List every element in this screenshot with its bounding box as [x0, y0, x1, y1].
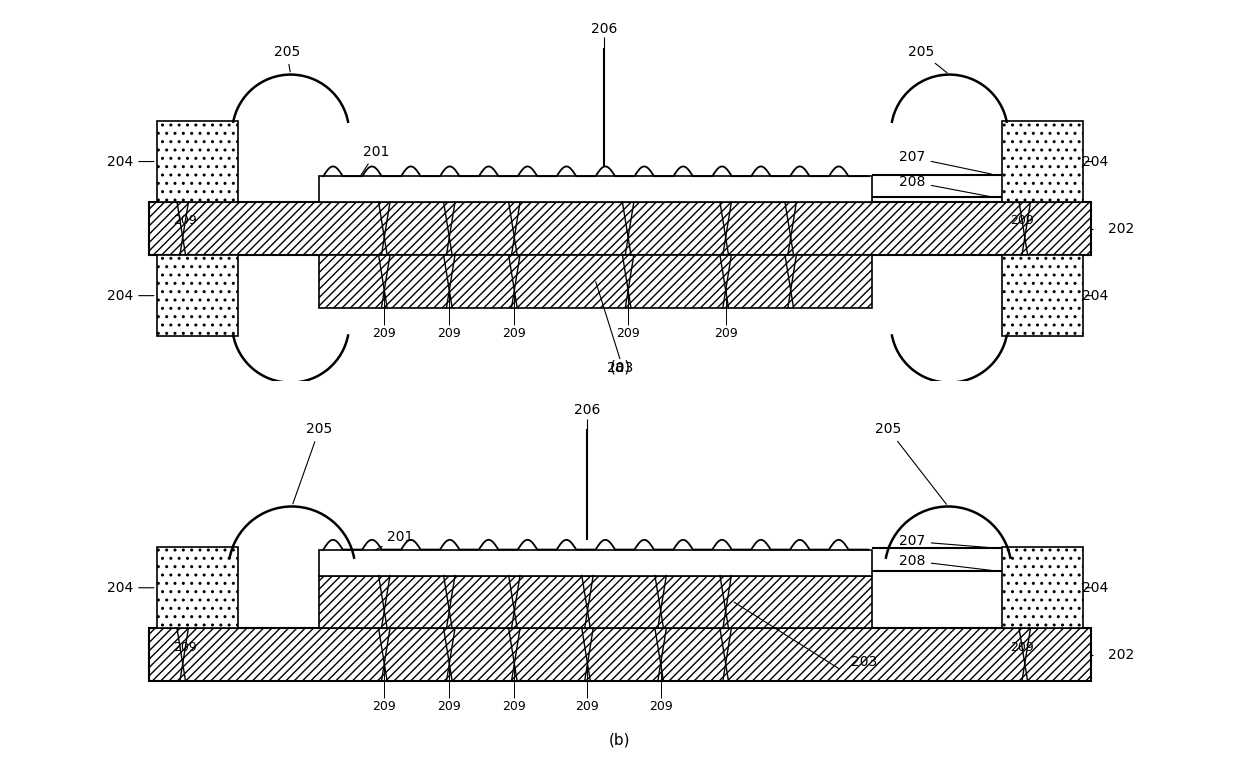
Text: 209: 209: [174, 641, 197, 654]
Text: 205: 205: [293, 422, 332, 504]
Text: 206: 206: [590, 21, 618, 36]
Bar: [1002, 547, 1084, 629]
Text: 208: 208: [899, 554, 991, 570]
Bar: [156, 547, 238, 629]
Text: 209: 209: [438, 700, 461, 713]
Text: 207: 207: [899, 150, 991, 174]
Text: 204: 204: [1083, 155, 1109, 168]
Text: 209: 209: [714, 327, 738, 340]
Text: 204: 204: [107, 155, 154, 168]
Text: 202: 202: [1107, 648, 1133, 662]
Text: 203: 203: [606, 360, 634, 375]
Bar: [149, 202, 1091, 255]
Text: (b): (b): [609, 733, 631, 748]
Bar: [149, 629, 1091, 681]
Text: 209: 209: [1011, 641, 1034, 654]
Text: 205: 205: [875, 422, 946, 504]
Text: 207: 207: [899, 534, 991, 549]
Text: 202: 202: [1107, 222, 1133, 235]
Text: 209: 209: [174, 213, 197, 226]
Bar: [1002, 255, 1084, 336]
Text: 203: 203: [851, 655, 877, 669]
Text: (a): (a): [609, 360, 631, 374]
Text: 204: 204: [1083, 289, 1109, 303]
Text: 209: 209: [372, 327, 396, 340]
Text: 209: 209: [1011, 213, 1034, 226]
Text: 201: 201: [355, 530, 414, 562]
Text: 209: 209: [616, 327, 640, 340]
Text: 204: 204: [1083, 581, 1109, 595]
Text: 205: 205: [908, 45, 947, 73]
Bar: [1002, 121, 1084, 202]
Text: 209: 209: [502, 700, 526, 713]
Text: 204: 204: [107, 289, 154, 303]
Text: 209: 209: [649, 700, 672, 713]
Text: 209: 209: [438, 327, 461, 340]
Bar: [319, 575, 872, 629]
Bar: [156, 255, 238, 336]
Text: 204: 204: [107, 581, 154, 595]
Text: 209: 209: [372, 700, 396, 713]
Text: 208: 208: [899, 174, 991, 197]
Bar: [319, 176, 872, 202]
Bar: [319, 549, 872, 575]
Text: 209: 209: [502, 327, 526, 340]
Bar: [156, 121, 238, 202]
Text: 209: 209: [575, 700, 599, 713]
Bar: [319, 255, 872, 308]
Text: 206: 206: [574, 403, 600, 417]
Text: 201: 201: [353, 145, 389, 187]
Text: 205: 205: [274, 45, 300, 72]
